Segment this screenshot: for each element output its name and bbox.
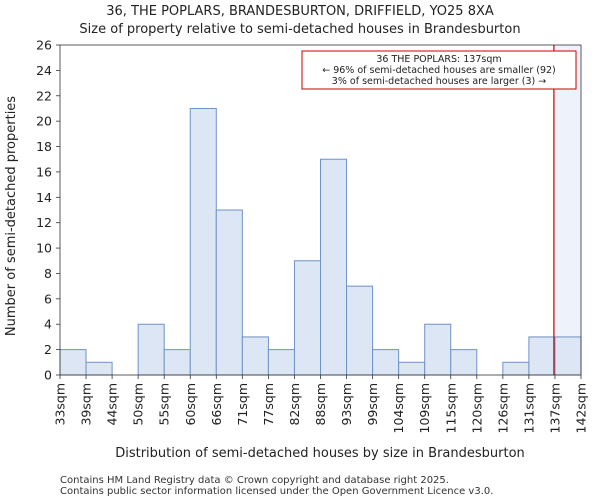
x-tick-label: 99sqm (365, 383, 380, 426)
x-tick-label: 60sqm (183, 383, 198, 426)
x-tick-label: 131sqm (521, 383, 536, 433)
x-tick-label: 71sqm (235, 383, 250, 426)
y-tick-label: 6 (44, 291, 52, 306)
y-tick-label: 12 (36, 215, 52, 230)
bar-60sqm (189, 107, 217, 376)
bar-93sqm (346, 285, 374, 376)
annotation-line-2: ← 96% of semi-detached houses are smalle… (322, 65, 556, 76)
x-tick-label: 39sqm (79, 383, 94, 426)
y-tick-label: 8 (44, 266, 52, 281)
y-tick-label: 16 (36, 164, 52, 179)
bar-55sqm (163, 349, 191, 376)
y-tick-label: 10 (36, 241, 52, 256)
x-tick-label: 93sqm (339, 383, 354, 426)
bar-109sqm (424, 323, 452, 376)
x-tick-label: 50sqm (131, 383, 146, 426)
x-tick-label: 77sqm (261, 383, 276, 426)
bar-88sqm (320, 158, 348, 376)
bar-82sqm (293, 260, 322, 376)
y-tick-label: 4 (44, 317, 52, 332)
x-tick-label: 115sqm (443, 383, 458, 433)
bar-39sqm (85, 361, 113, 376)
annotation-line-3: 3% of semi-detached houses are larger (3… (332, 76, 546, 87)
chart-title: 36, THE POPLARS, BRANDESBURTON, DRIFFIEL… (106, 4, 494, 19)
highlight-region (553, 45, 581, 375)
annotation-box-border (301, 50, 577, 90)
footer-line-2: Contains public sector information licen… (60, 486, 493, 497)
y-tick-label: 2 (44, 342, 52, 357)
x-tick-label: 55sqm (157, 383, 172, 426)
x-tick-label: 44sqm (105, 383, 120, 426)
bar-50sqm (137, 323, 165, 376)
y-tick-label: 24 (36, 63, 52, 78)
bar-126sqm (502, 361, 530, 376)
y-axis-label: Number of semi-detached properties (4, 96, 19, 336)
y-tick-label: 22 (36, 88, 52, 103)
y-tick-label: 26 (36, 38, 52, 53)
bar-137sqm (554, 336, 582, 376)
y-tick-label: 0 (44, 368, 52, 383)
bar-33sqm (59, 349, 87, 376)
x-tick-label: 126sqm (495, 383, 510, 433)
x-tick-label: 142sqm (574, 383, 589, 433)
x-tick-label: 109sqm (417, 383, 432, 433)
x-tick-label: 104sqm (391, 383, 406, 433)
annotation-line-1: 36 THE POPLARS: 137sqm (376, 54, 501, 65)
x-tick-label: 66sqm (209, 383, 224, 426)
x-axis-label: Distribution of semi-detached houses by … (115, 446, 525, 461)
chart-subtitle: Size of property relative to semi-detach… (79, 22, 520, 37)
bar-104sqm (398, 361, 426, 376)
x-tick-label: 137sqm (547, 383, 562, 433)
bar-71sqm (241, 336, 269, 376)
x-tick-label: 33sqm (53, 383, 68, 426)
bar-77sqm (267, 349, 295, 376)
annotation-box: 36 THE POPLARS: 137sqm ← 96% of semi-det… (301, 50, 577, 90)
footer-line-1: Contains HM Land Registry data © Crown c… (60, 475, 449, 486)
y-tick-label: 18 (36, 139, 52, 154)
x-tick-label: 82sqm (287, 383, 302, 426)
y-tick-label: 20 (36, 114, 52, 129)
x-tick-label: 120sqm (469, 383, 484, 433)
bar-66sqm (215, 209, 243, 376)
x-tick-label: 88sqm (313, 383, 328, 426)
bar-99sqm (372, 349, 400, 376)
y-tick-label: 14 (36, 190, 52, 205)
bar-131sqm (528, 336, 556, 376)
bar-115sqm (450, 349, 478, 376)
